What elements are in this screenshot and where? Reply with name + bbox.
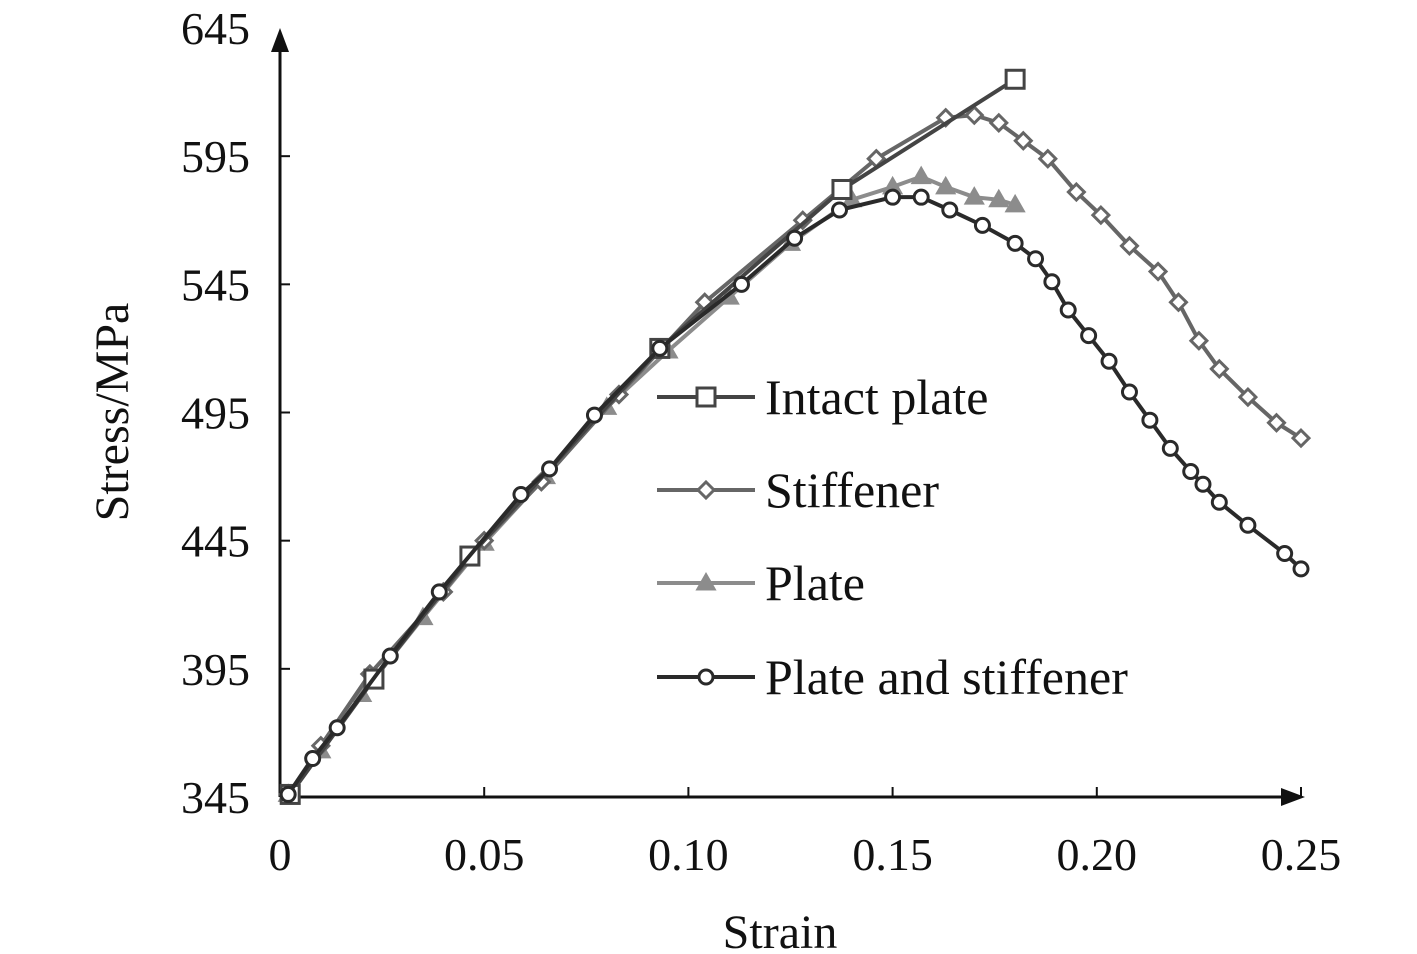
stiffener-point xyxy=(1237,386,1259,408)
x-tick-label: 0.05 xyxy=(444,829,525,880)
stiffener-point xyxy=(1037,148,1058,169)
legend-label: Stiffener xyxy=(765,462,939,518)
plate-and-stiffener-point xyxy=(328,719,346,737)
plate-and-stiffener-point xyxy=(1100,352,1118,370)
plate-and-stiffener-point xyxy=(831,201,849,219)
plate-and-stiffener-point xyxy=(1239,516,1257,534)
plate-and-stiffener-point xyxy=(1161,439,1179,457)
plate-and-stiffener-point xyxy=(732,275,750,293)
y-tick-label: 595 xyxy=(181,131,250,182)
legend-diamond-icon xyxy=(695,479,717,501)
plate-and-stiffener-point xyxy=(381,647,399,665)
plate-point xyxy=(935,175,957,195)
plate-and-stiffener-point xyxy=(1194,475,1212,493)
legend-label: Plate xyxy=(765,555,865,611)
stiffener-point xyxy=(1188,330,1210,351)
stiffener-point xyxy=(1290,428,1312,449)
plate-and-stiffener-point xyxy=(884,188,902,206)
plate-and-stiffener-point xyxy=(1043,273,1061,291)
x-axis-arrow xyxy=(1281,788,1305,806)
x-tick-label: 0.20 xyxy=(1057,829,1138,880)
plate-and-stiffener-point xyxy=(541,460,559,478)
y-tick-label: 395 xyxy=(181,644,250,695)
plate-and-stiffener-point xyxy=(651,339,669,357)
y-tick-label: 495 xyxy=(181,388,250,439)
plate-point xyxy=(1004,193,1026,213)
plate-and-stiffener-point xyxy=(973,216,991,234)
y-tick-label: 345 xyxy=(181,772,250,823)
plate-and-stiffener-point xyxy=(941,201,959,219)
x-tick-label: 0.25 xyxy=(1261,829,1342,880)
plate-and-stiffener-point xyxy=(512,486,530,504)
y-tick-label: 445 xyxy=(181,516,250,567)
plate-and-stiffener-point xyxy=(1292,560,1310,578)
stiffener-point xyxy=(1168,292,1189,313)
plate-and-stiffener-point xyxy=(1141,411,1159,429)
series-plate-and-stiffener xyxy=(279,188,1310,803)
stiffener-point xyxy=(1266,412,1287,433)
legend-item-intact-plate: Intact plate xyxy=(657,369,989,425)
plate-and-stiffener-point xyxy=(786,229,804,247)
plate-point xyxy=(988,188,1010,208)
y-tick-label: 645 xyxy=(181,3,250,54)
plate-and-stiffener-point xyxy=(430,583,448,601)
stiffener-point xyxy=(1066,181,1087,203)
plate-and-stiffener-point xyxy=(1276,544,1294,562)
stiffener-point xyxy=(988,112,1009,133)
legend-square-icon xyxy=(695,386,717,408)
plate-and-stiffener-point xyxy=(1006,234,1024,252)
legend-item-plate: Plate xyxy=(657,555,865,611)
plate-and-stiffener-point xyxy=(1210,493,1228,511)
plate-and-stiffener-point xyxy=(1120,383,1138,401)
legend-circle-icon xyxy=(697,668,715,686)
legend-label: Plate and stiffener xyxy=(765,649,1128,705)
stiffener-point xyxy=(1013,130,1034,151)
plate-and-stiffener-point xyxy=(912,188,930,206)
legend-item-plate-and-stiffener: Plate and stiffener xyxy=(657,649,1128,705)
stiffener-point xyxy=(1209,358,1230,380)
stiffener-point xyxy=(964,105,985,126)
x-tick-label: 0.15 xyxy=(852,829,933,880)
intact-plate-point xyxy=(1004,68,1026,90)
plate-point xyxy=(910,165,932,185)
legend: Intact plate Stiffener Plate Plate and stif… xyxy=(657,369,1128,705)
y-tick-label: 545 xyxy=(181,259,250,310)
stiffener-point xyxy=(1147,261,1169,282)
y-axis-label: Stress/MPa xyxy=(86,303,139,522)
intact-plate-point xyxy=(831,178,853,200)
plate-point xyxy=(963,186,985,205)
stiffener-point xyxy=(1090,205,1112,226)
y-axis-arrow xyxy=(271,28,289,52)
x-axis-label: Strain xyxy=(723,906,838,954)
legend-item-stiffener: Stiffener xyxy=(657,462,939,518)
stiffener-point xyxy=(1119,235,1140,257)
plate-and-stiffener-point xyxy=(279,785,297,803)
plate-and-stiffener-point xyxy=(1059,301,1077,319)
x-tick-label: 0.10 xyxy=(648,829,729,880)
plate-and-stiffener-point xyxy=(585,406,603,424)
legend-triangle-icon xyxy=(695,571,717,591)
plate-and-stiffener-point xyxy=(1080,327,1098,345)
plate-and-stiffener-point xyxy=(1027,250,1045,268)
plate-and-stiffener-point xyxy=(304,750,322,768)
x-tick-label: 0 xyxy=(269,829,292,880)
axes xyxy=(271,28,1305,806)
legend-label: Intact plate xyxy=(765,369,989,425)
plate-and-stiffener-point xyxy=(1182,462,1200,480)
